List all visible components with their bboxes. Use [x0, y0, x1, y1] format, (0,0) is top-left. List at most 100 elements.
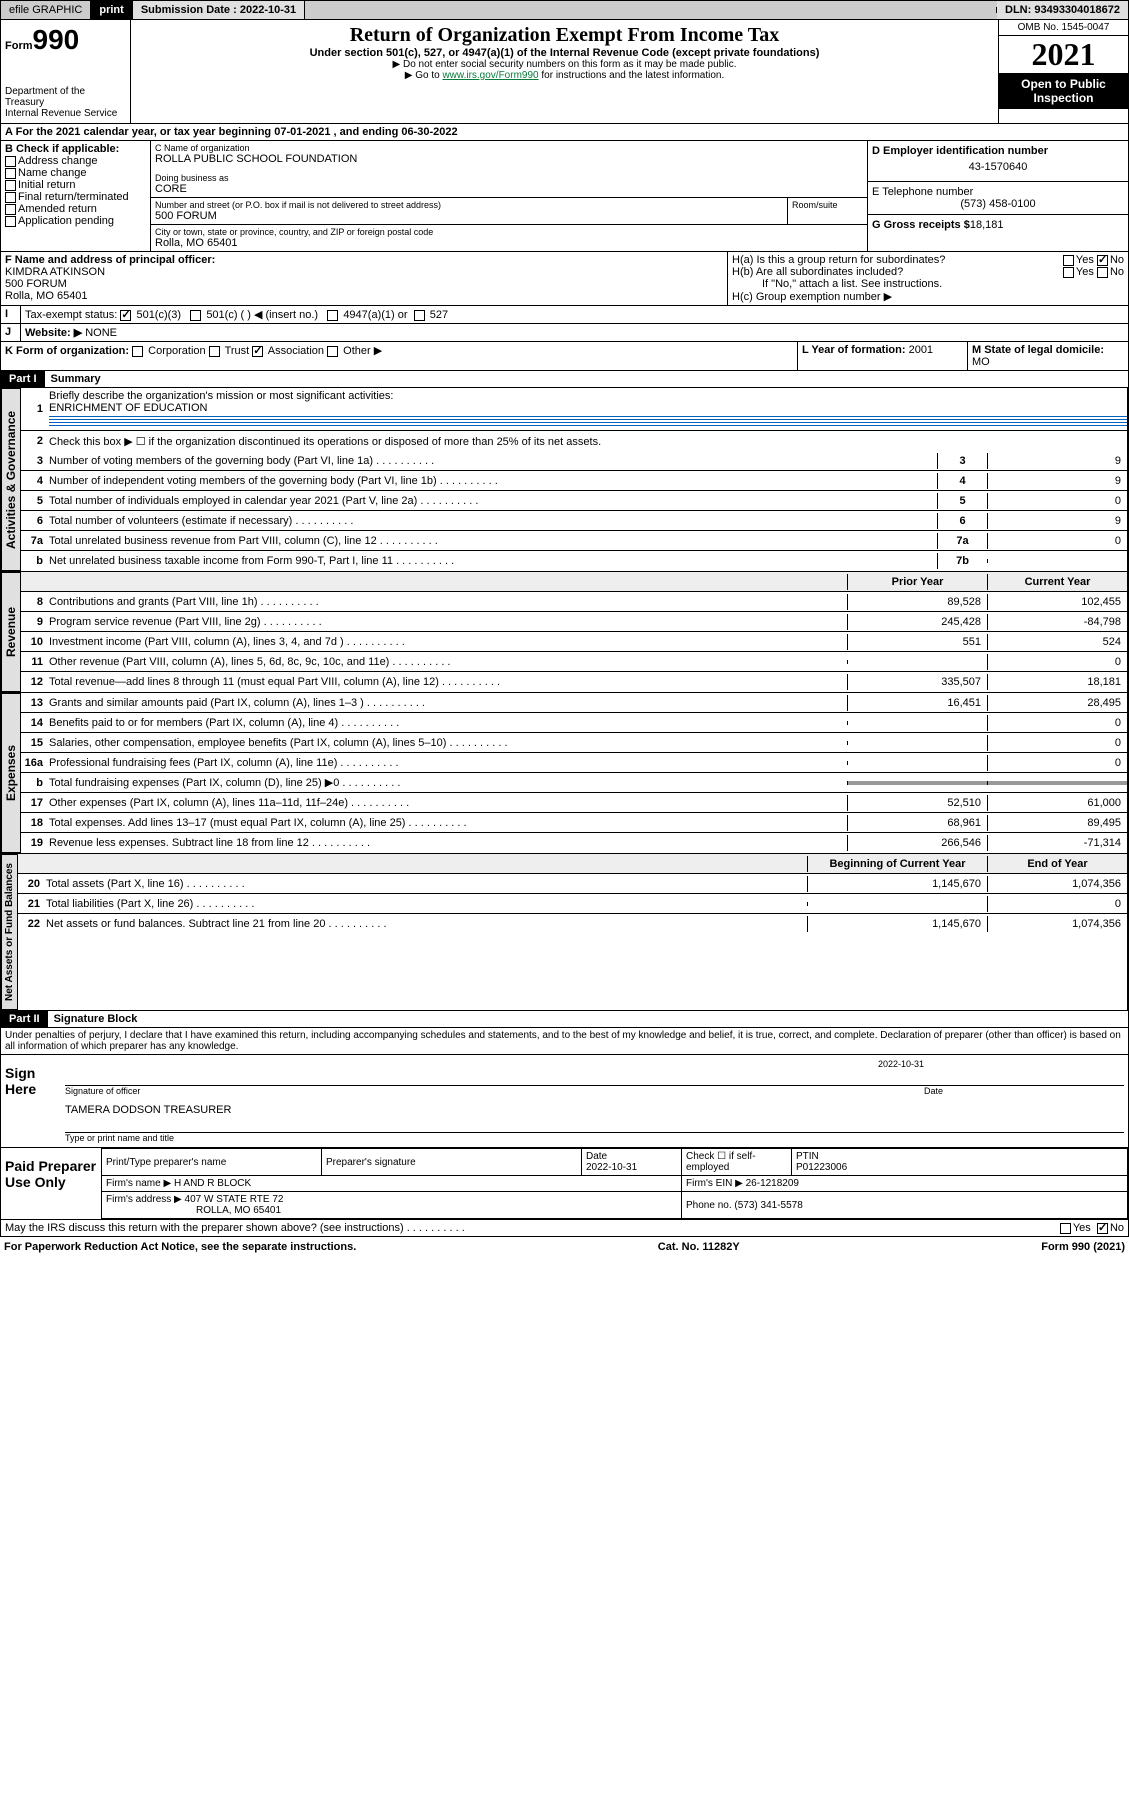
section-f: F Name and address of principal officer:…: [1, 252, 728, 305]
table-row: 11Other revenue (Part VIII, column (A), …: [21, 652, 1127, 672]
hb-yes[interactable]: [1063, 267, 1074, 278]
table-row: 9Program service revenue (Part VIII, lin…: [21, 612, 1127, 632]
rev-section: Revenue Prior Year Current Year 8Contrib…: [0, 572, 1129, 693]
spacer: [305, 7, 997, 13]
sig-date: 2022-10-31: [65, 1059, 1124, 1069]
section-klm: K Form of organization: Corporation Trus…: [0, 342, 1129, 371]
ein: 43-1570640: [872, 157, 1124, 177]
part2-header: Part II Signature Block: [0, 1011, 1129, 1028]
efile-label: efile GRAPHIC: [1, 1, 91, 19]
city-state-zip: Rolla, MO 65401: [155, 237, 863, 249]
table-row: 14Benefits paid to or for members (Part …: [21, 713, 1127, 733]
discuss-no[interactable]: [1097, 1223, 1108, 1234]
tab-net-assets: Net Assets or Fund Balances: [1, 854, 18, 1010]
section-bcdeg: B Check if applicable: Address change Na…: [0, 141, 1129, 252]
section-h: H(a) Is this a group return for subordin…: [728, 252, 1128, 305]
firm-ein: 26-1218209: [746, 1178, 799, 1189]
gross-receipts: 18,181: [970, 219, 1004, 231]
street-address: 500 FORUM: [155, 210, 783, 222]
tab-governance: Activities & Governance: [1, 388, 21, 571]
page-footer: For Paperwork Reduction Act Notice, see …: [0, 1237, 1129, 1257]
org-name: ROLLA PUBLIC SCHOOL FOUNDATION: [155, 153, 863, 165]
declaration: Under penalties of perjury, I declare th…: [0, 1028, 1129, 1055]
prep-date: 2022-10-31: [586, 1162, 637, 1173]
preparer-table: Print/Type preparer's name Preparer's si…: [101, 1148, 1128, 1219]
table-row: 3Number of voting members of the governi…: [21, 451, 1127, 471]
table-row: 18Total expenses. Add lines 13–17 (must …: [21, 813, 1127, 833]
table-row: 17Other expenses (Part IX, column (A), l…: [21, 793, 1127, 813]
form-title: Return of Organization Exempt From Incom…: [135, 24, 994, 47]
table-row: 12Total revenue—add lines 8 through 11 (…: [21, 672, 1127, 692]
officer-name-title: TAMERA DODSON TREASURER: [65, 1104, 1124, 1116]
submission-date-cell: Submission Date : 2022-10-31: [133, 1, 305, 19]
section-fh: F Name and address of principal officer:…: [0, 252, 1129, 306]
tab-expenses: Expenses: [1, 693, 21, 853]
table-row: 16aProfessional fundraising fees (Part I…: [21, 753, 1127, 773]
cb-4947[interactable]: [327, 310, 338, 321]
cb-501c3[interactable]: [120, 310, 131, 321]
checkbox-initial-return[interactable]: [5, 180, 16, 191]
table-row: 6Total number of volunteers (estimate if…: [21, 511, 1127, 531]
print-button[interactable]: print: [91, 1, 132, 19]
exp-section: Expenses 13Grants and similar amounts pa…: [0, 693, 1129, 854]
gov-section: Activities & Governance 1Briefly describ…: [0, 388, 1129, 572]
net-section: Net Assets or Fund Balances Beginning of…: [0, 854, 1129, 1011]
part1-header: Part I Summary: [0, 371, 1129, 388]
table-row: 5Total number of individuals employed in…: [21, 491, 1127, 511]
website: NONE: [85, 327, 117, 339]
paid-preparer-block: Paid Preparer Use Only Print/Type prepar…: [0, 1148, 1129, 1220]
table-row: 20Total assets (Part X, line 16)1,145,67…: [18, 874, 1127, 894]
mission: ENRICHMENT OF EDUCATION: [49, 402, 208, 414]
table-row: bTotal fundraising expenses (Part IX, co…: [21, 773, 1127, 793]
ha-yes[interactable]: [1063, 255, 1074, 266]
cb-corp[interactable]: [132, 346, 143, 357]
ptin: P01223006: [796, 1162, 847, 1173]
table-row: 22Net assets or fund balances. Subtract …: [18, 914, 1127, 934]
checkbox-final-return[interactable]: [5, 192, 16, 203]
cb-trust[interactable]: [209, 346, 220, 357]
sign-here-block: Sign Here 2022-10-31 Signature of office…: [0, 1055, 1129, 1148]
table-row: 19Revenue less expenses. Subtract line 1…: [21, 833, 1127, 853]
may-irs-discuss: May the IRS discuss this return with the…: [0, 1220, 1129, 1237]
firm-addr: 407 W STATE RTE 72: [185, 1194, 284, 1205]
cb-assoc[interactable]: [252, 346, 263, 357]
discuss-yes[interactable]: [1060, 1223, 1071, 1234]
checkbox-address-change[interactable]: [5, 156, 16, 167]
checkbox-amended[interactable]: [5, 204, 16, 215]
table-row: 15Salaries, other compensation, employee…: [21, 733, 1127, 753]
form-number-box: Form990 Department of the Treasury Inter…: [1, 20, 131, 123]
cb-other[interactable]: [327, 346, 338, 357]
dba: CORE: [155, 183, 863, 195]
form-header: Form990 Department of the Treasury Inter…: [0, 20, 1129, 124]
year-formation: 2001: [909, 344, 933, 356]
table-row: 7aTotal unrelated business revenue from …: [21, 531, 1127, 551]
line-a: A For the 2021 calendar year, or tax yea…: [0, 124, 1129, 141]
checkbox-app-pending[interactable]: [5, 216, 16, 227]
table-row: 21Total liabilities (Part X, line 26)0: [18, 894, 1127, 914]
firm-phone: (573) 341-5578: [734, 1200, 802, 1211]
year-box: OMB No. 1545-0047 2021 Open to Public In…: [998, 20, 1128, 123]
state-domicile: MO: [972, 356, 990, 368]
instructions-link-row: ▶ Go to www.irs.gov/Form990 for instruct…: [135, 70, 994, 81]
hb-no[interactable]: [1097, 267, 1108, 278]
section-c: C Name of organization ROLLA PUBLIC SCHO…: [151, 141, 868, 251]
irs-link[interactable]: www.irs.gov/Form990: [442, 70, 538, 81]
table-row: 4Number of independent voting members of…: [21, 471, 1127, 491]
dln-cell: DLN: 93493304018672: [997, 1, 1128, 19]
phone: (573) 458-0100: [872, 198, 1124, 210]
section-i: I Tax-exempt status: 501(c)(3) 501(c) ( …: [0, 306, 1129, 324]
title-box: Return of Organization Exempt From Incom…: [131, 20, 998, 123]
table-row: bNet unrelated business taxable income f…: [21, 551, 1127, 571]
ha-no[interactable]: [1097, 255, 1108, 266]
cb-501c[interactable]: [190, 310, 201, 321]
cb-527[interactable]: [414, 310, 425, 321]
table-row: 10Investment income (Part VIII, column (…: [21, 632, 1127, 652]
table-row: 13Grants and similar amounts paid (Part …: [21, 693, 1127, 713]
section-deg: D Employer identification number 43-1570…: [868, 141, 1128, 251]
firm-name: H AND R BLOCK: [174, 1178, 251, 1189]
table-row: 8Contributions and grants (Part VIII, li…: [21, 592, 1127, 612]
section-j: J Website: ▶ NONE: [0, 324, 1129, 342]
checkbox-name-change[interactable]: [5, 168, 16, 179]
tab-revenue: Revenue: [1, 572, 21, 692]
section-b: B Check if applicable: Address change Na…: [1, 141, 151, 251]
